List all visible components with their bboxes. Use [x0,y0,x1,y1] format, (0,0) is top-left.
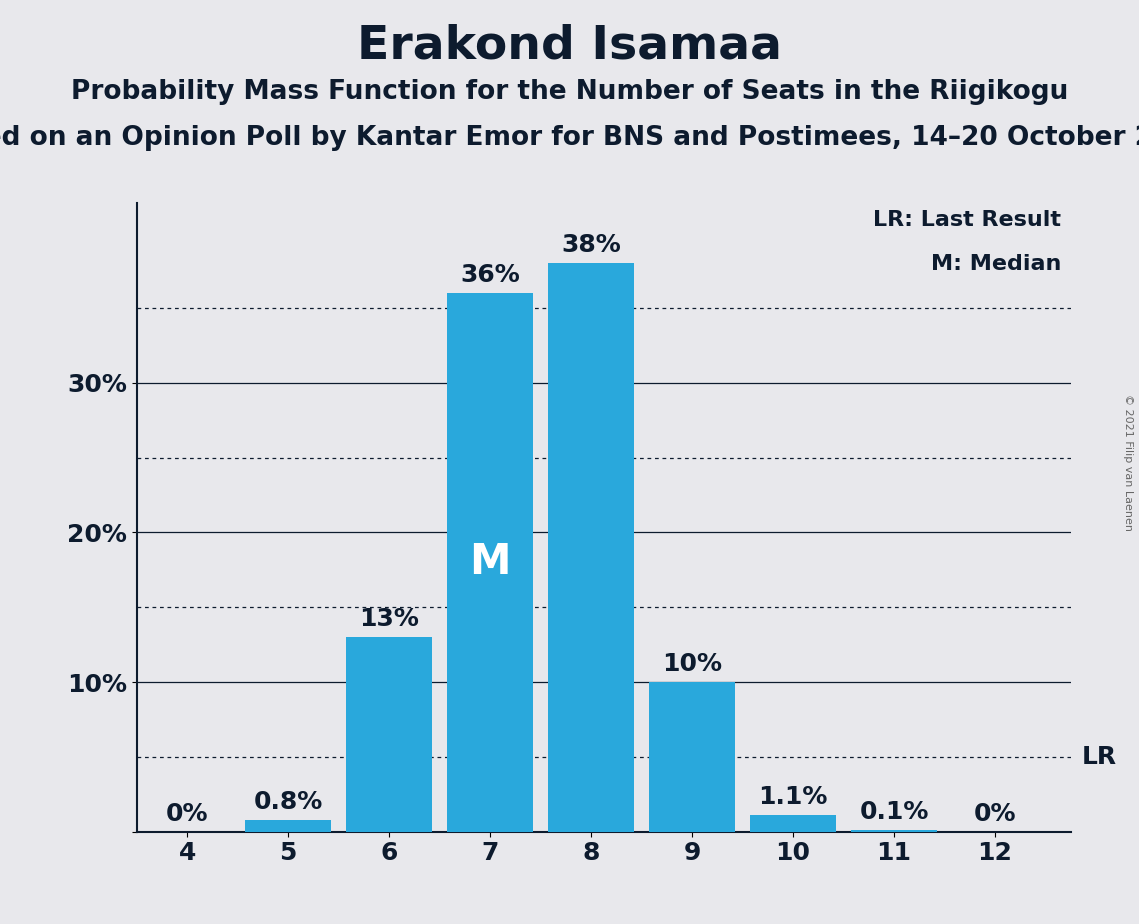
Bar [346,638,432,832]
Text: Probability Mass Function for the Number of Seats in the Riigikogu: Probability Mass Function for the Number… [71,79,1068,104]
Bar [751,815,836,832]
Text: M: M [469,541,510,583]
Text: Erakond Isamaa: Erakond Isamaa [357,23,782,68]
Text: Based on an Opinion Poll by Kantar Emor for BNS and Postimees, 14–20 October 202: Based on an Opinion Poll by Kantar Emor … [0,125,1139,151]
Bar [548,263,634,832]
Text: 36%: 36% [460,263,519,287]
Text: LR: LR [1082,745,1117,769]
Text: 0.1%: 0.1% [859,800,928,824]
Bar [245,820,331,832]
Text: M: Median: M: Median [931,253,1062,274]
Text: LR: Last Result: LR: Last Result [874,210,1062,229]
Bar [851,830,937,832]
Text: 0%: 0% [974,802,1016,826]
Bar [448,293,533,832]
Text: 0.8%: 0.8% [254,790,322,814]
Text: 13%: 13% [359,607,419,631]
Bar [649,682,735,832]
Text: 10%: 10% [662,652,722,676]
Text: 0%: 0% [166,802,208,826]
Text: © 2021 Filip van Laenen: © 2021 Filip van Laenen [1123,394,1133,530]
Text: 1.1%: 1.1% [759,785,828,809]
Text: 38%: 38% [562,233,621,257]
